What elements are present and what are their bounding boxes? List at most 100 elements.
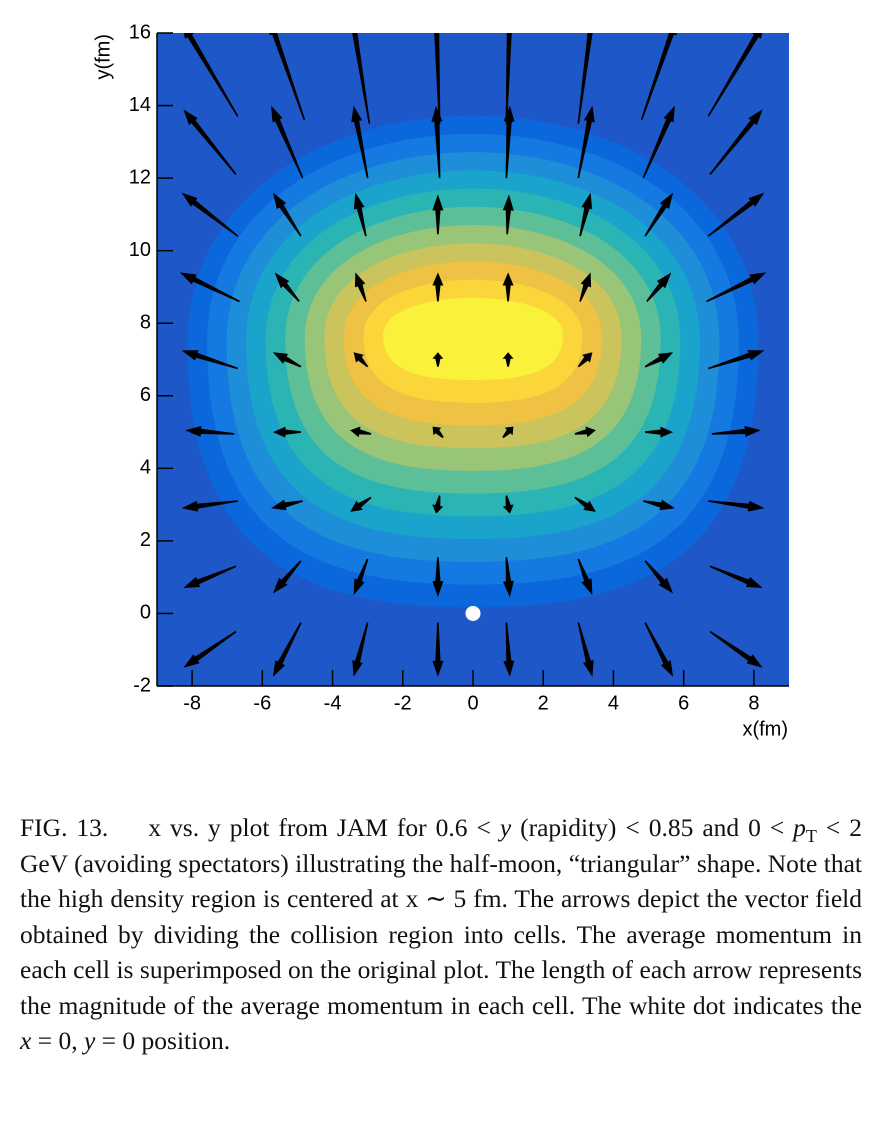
arrow [707,33,763,117]
arrow [269,33,306,121]
arrow [181,192,239,237]
arrow [185,425,235,437]
x-tick-label: -8 [183,692,201,714]
caption-text: T [805,826,817,847]
arrow [431,105,443,179]
arrow [706,272,767,303]
x-tick-label: 8 [748,692,759,714]
arrow [577,33,593,124]
caption-text: y [499,813,512,842]
x-tick-label: 2 [538,692,549,714]
contour-level [383,297,563,380]
arrow [432,557,444,598]
arrow [351,105,369,179]
arrow [645,426,674,438]
caption-text: < 2 GeV (avoiding spectators) illustrati… [20,813,862,1020]
arrow [577,622,594,677]
arrow [272,622,302,677]
arrow [181,500,238,512]
y-tick-label: 8 [140,312,151,334]
arrow [502,272,514,302]
arrow [574,426,596,438]
caption-label: FIG. 13. [20,813,109,842]
x-tick-label: 4 [608,692,619,714]
arrow [183,630,237,668]
arrow [709,565,763,588]
y-tick-label: 14 [129,94,151,116]
density-contours [157,33,789,686]
arrow [505,33,512,124]
arrow [352,622,369,677]
arrow [577,105,595,179]
arrow [644,622,674,677]
arrow [272,426,301,438]
arrow [434,33,441,124]
arrow [708,500,765,512]
arrow [574,496,596,512]
arrow [707,192,765,237]
caption-text: x vs. y plot from JAM for 0.6 < [148,813,500,842]
arrow [272,352,302,368]
arrow [709,109,763,175]
arrow [709,630,763,668]
arrow [432,352,444,367]
arrow [577,352,593,368]
arrow [579,272,592,302]
arrow [708,350,765,370]
y-tick-label: 0 [140,602,151,624]
arrow [350,496,372,512]
arrow [183,109,237,175]
arrow [644,352,674,368]
y-tick-label: 16 [129,21,151,43]
arrow [577,558,593,596]
caption-text: y [83,1026,96,1055]
caption-text: = 0 position. [95,1026,231,1055]
x-tick-label: -4 [324,692,342,714]
y-tick-label: 6 [140,384,151,406]
arrow [271,105,304,179]
arrow [353,352,369,368]
arrow [711,425,761,437]
arrow [432,272,444,302]
vector-field [179,33,767,677]
caption-text: x [20,1026,32,1055]
arrow [643,499,675,511]
arrow [350,426,372,438]
origin-marker [465,605,481,621]
y-tick-label: 10 [129,239,151,261]
x-tick-label: -6 [253,692,271,714]
arrow [432,426,444,439]
arrow [432,495,444,514]
arrow [503,557,514,598]
caption-text: p [793,813,806,842]
arrow [502,352,514,367]
arrow [179,272,240,303]
arrow [644,192,674,237]
figure-caption: FIG. 13. x vs. y plot from JAM for 0.6 < … [20,810,862,1059]
arrow [183,565,237,588]
arrow [502,194,514,235]
arrow [502,495,514,514]
arrow [272,192,302,237]
y-tick-label: 12 [129,166,151,188]
caption-text: = 0, [31,1026,84,1055]
arrow [352,33,371,124]
arrow [183,33,239,117]
arrow [432,194,444,235]
arrow [274,272,300,302]
arrow [503,105,515,179]
arrow [642,105,675,179]
arrow [646,272,672,302]
arrow [354,272,367,302]
arrow [640,33,677,121]
arrow [272,560,302,594]
x-axis-label: x(fm) [742,718,788,740]
arrow [503,622,515,677]
y-tick-label: -2 [133,674,151,696]
arrow [502,426,514,439]
arrow [432,622,444,677]
x-tick-label: 0 [467,692,478,714]
caption-text: (rapidity) < 0.85 and 0 < [511,813,794,842]
arrow [579,192,593,237]
